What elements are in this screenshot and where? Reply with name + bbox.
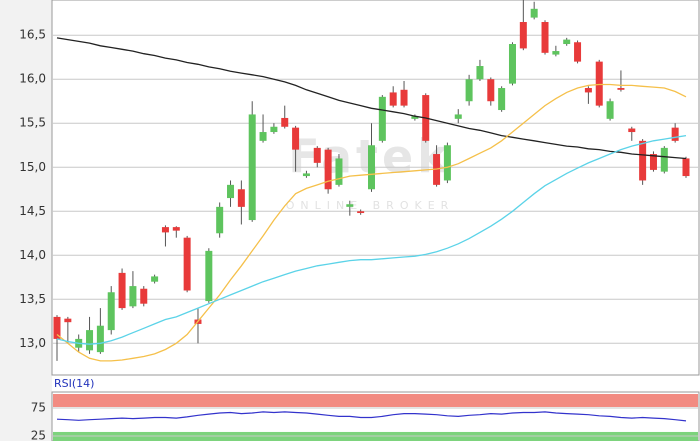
candle-body	[541, 22, 549, 53]
candle-body	[519, 22, 527, 49]
candle-body	[96, 325, 104, 353]
candle-body	[205, 250, 213, 302]
candle-body	[649, 154, 657, 170]
oversold-band	[53, 431, 698, 441]
candle-body	[584, 88, 592, 93]
candle-body	[400, 89, 408, 106]
candle-body	[411, 116, 419, 119]
y-tick-label: 75	[31, 400, 46, 414]
candle-body	[140, 288, 148, 304]
moving-average	[56, 134, 687, 345]
y-tick-label: 16,0	[19, 72, 46, 86]
candle-body	[508, 44, 516, 84]
y-tick-label: 15,5	[19, 116, 46, 130]
y-tick-label: 13,0	[19, 336, 46, 350]
candle-body	[378, 96, 386, 141]
candle-body	[563, 39, 571, 45]
y-tick-label: 13,5	[19, 292, 46, 306]
candle-body	[346, 204, 354, 207]
candle-body	[606, 101, 614, 119]
candle-body	[671, 127, 679, 141]
overbought-band	[53, 394, 698, 407]
candle-body	[292, 127, 300, 150]
main-panel	[51, 0, 700, 376]
moving-average	[56, 37, 687, 160]
candle-body	[335, 158, 343, 185]
candle-body	[259, 132, 267, 141]
y-tick-label: 15,0	[19, 160, 46, 174]
candle-body	[487, 79, 495, 102]
candle-body	[595, 61, 603, 106]
candle-body	[237, 189, 245, 207]
candle-body	[270, 126, 278, 133]
candle-body	[151, 276, 159, 282]
watermark-subtitle: ONLINE BROKER	[286, 199, 455, 212]
candle-body	[107, 292, 115, 331]
candle-body	[552, 51, 560, 55]
candle-body	[465, 79, 473, 102]
candle-body	[118, 272, 126, 309]
y-tick-label: 16,5	[19, 28, 46, 42]
candle-body	[443, 145, 451, 181]
candle-body	[216, 206, 224, 234]
candle-body	[172, 227, 180, 231]
candle-body	[302, 173, 310, 177]
rsi-title: RSI(14)	[54, 377, 94, 390]
candle-body	[682, 158, 690, 177]
y-tick-label: 14,5	[19, 204, 46, 218]
axis-background	[0, 0, 52, 441]
candle-body	[357, 211, 365, 214]
candle-body	[281, 117, 289, 127]
candle-body	[389, 92, 397, 106]
candle-body	[161, 227, 169, 233]
rsi-line	[56, 411, 687, 422]
candle-body	[86, 330, 94, 351]
candle-body	[574, 42, 582, 62]
candle-body	[183, 237, 191, 291]
y-tick-label: 14,0	[19, 248, 46, 262]
candle-body	[313, 147, 321, 163]
candle-body	[628, 128, 636, 133]
candle-body	[530, 8, 538, 18]
y-tick-label: 25	[31, 428, 46, 441]
candle-body	[227, 184, 235, 199]
candle-body	[64, 318, 72, 323]
candle-body	[498, 88, 506, 111]
candle-body	[476, 66, 484, 80]
candle-body	[617, 88, 625, 90]
candle-body	[53, 316, 61, 339]
candle-body	[324, 149, 332, 190]
candle-body	[660, 147, 668, 172]
candle-body	[368, 145, 375, 190]
candle-body	[129, 286, 137, 307]
candle-body	[639, 140, 647, 181]
candle-body	[454, 114, 462, 119]
moving-average	[56, 83, 687, 362]
candle-body	[248, 114, 256, 221]
